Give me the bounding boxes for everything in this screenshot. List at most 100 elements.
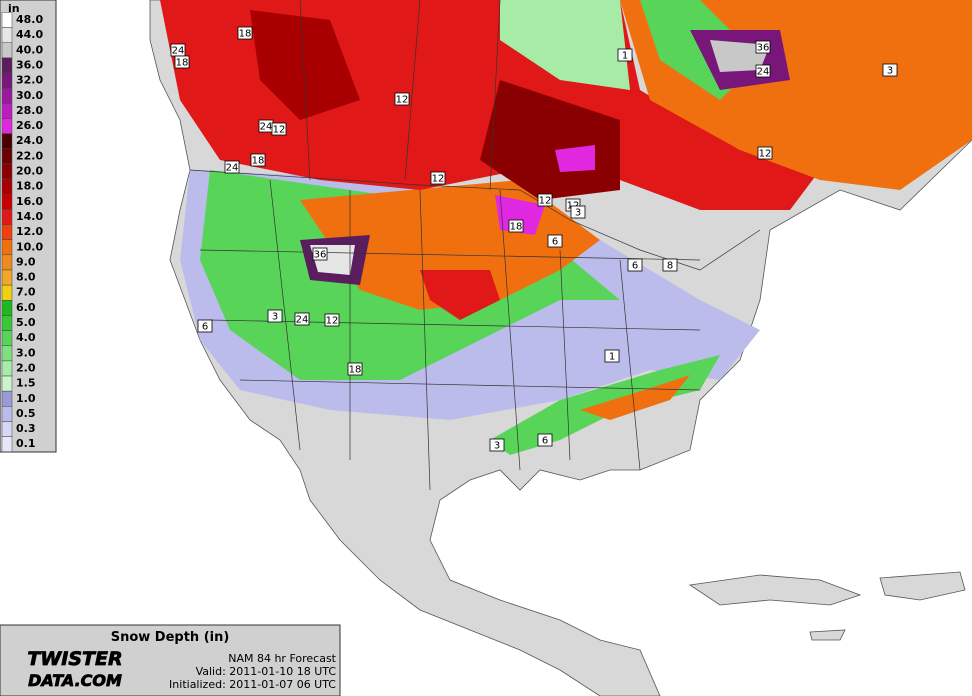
contour-label: 12 <box>326 316 339 327</box>
contour-label-box <box>394 92 410 106</box>
legend-label: 9.0 <box>16 255 36 268</box>
contour-label: 12 <box>396 95 409 106</box>
contour-label-box <box>174 55 190 69</box>
legend-label: 28.0 <box>16 104 43 117</box>
logo-bottom: DATA.COM <box>28 671 122 690</box>
legend-label: 3.0 <box>16 346 36 359</box>
contour-label-box <box>324 313 340 327</box>
legend-swatch <box>1 118 13 134</box>
contour-label: 24 <box>757 67 770 78</box>
contour-label: 3 <box>494 441 500 452</box>
legend-label: 1.5 <box>16 377 36 390</box>
legend-swatch <box>1 269 13 286</box>
legend-swatch <box>1 345 13 362</box>
contour-label-box <box>662 258 678 272</box>
contour-label-box <box>627 258 643 272</box>
legend-label: 44.0 <box>16 28 43 41</box>
contour-label-box <box>224 160 240 174</box>
legend-label: 26.0 <box>16 119 43 132</box>
contour-label: 3 <box>272 312 278 323</box>
legend-swatch <box>1 209 13 225</box>
contour-label: 8 <box>667 261 673 272</box>
contour-label-box <box>617 48 633 62</box>
legend-label: 36.0 <box>16 58 43 71</box>
contour-label: 36 <box>757 43 770 54</box>
legend-label: 16.0 <box>16 195 43 208</box>
legend-label: 0.3 <box>16 422 36 435</box>
legend-label: 40.0 <box>16 43 43 56</box>
contour-label-box <box>882 63 898 77</box>
contour-label-box <box>267 309 283 323</box>
contour-label-box <box>430 171 446 185</box>
legend-label: 48.0 <box>16 13 43 26</box>
contour-label: 1 <box>609 352 615 363</box>
contour-label: 18 <box>176 58 189 69</box>
contour-label-box <box>755 64 771 78</box>
contour-label-box <box>757 146 773 160</box>
logo-top: TWISTER <box>27 648 122 670</box>
contour-label: 1 <box>622 51 628 62</box>
contour-label-box <box>271 122 287 136</box>
contour-label: 3 <box>575 208 581 219</box>
legend-label: 1.0 <box>16 392 36 405</box>
legend-swatch <box>1 254 13 271</box>
contour-label-box <box>547 234 563 248</box>
contour-label: 24 <box>260 122 273 133</box>
contour-label: 6 <box>202 322 208 333</box>
contour-label: 18 <box>239 29 252 40</box>
contour-label-box <box>570 205 586 219</box>
legend-swatch <box>1 193 13 210</box>
legend-label: 8.0 <box>16 271 36 284</box>
contour-label: 6 <box>632 261 638 272</box>
valid-time: Valid: 2011-01-10 18 UTC <box>196 665 337 678</box>
contour-label: 12 <box>273 125 286 136</box>
contour-label-box <box>489 438 505 452</box>
legend-label: 20.0 <box>16 165 43 178</box>
legend-swatch <box>1 300 13 316</box>
contour-label: 24 <box>226 163 239 174</box>
contour-label-box <box>312 247 328 261</box>
contour-label-box <box>237 26 253 40</box>
legend-label: 6.0 <box>16 301 36 314</box>
legend-label: 30.0 <box>16 89 43 102</box>
contour-label: 18 <box>349 365 362 376</box>
legend-swatch <box>1 284 13 301</box>
legend-swatch <box>1 436 13 453</box>
contour-label-box <box>250 153 266 167</box>
legend-swatch <box>1 375 13 392</box>
legend-label: 32.0 <box>16 74 43 87</box>
legend-label: 2.0 <box>16 361 36 374</box>
legend-swatch <box>1 330 13 346</box>
legend-swatch <box>1 72 13 89</box>
legend-swatch <box>1 148 13 165</box>
info-box: Snow Depth (in) TWISTER DATA.COM NAM 84 … <box>0 624 341 696</box>
contour-label: 3 <box>887 66 893 77</box>
legend-swatch <box>1 421 13 437</box>
legend-swatch <box>1 57 13 74</box>
contour-label-box <box>347 362 363 376</box>
contour-label: 6 <box>552 237 558 248</box>
legend-label: 0.5 <box>16 407 36 420</box>
legend-label: 10.0 <box>16 240 43 253</box>
legend-label: 22.0 <box>16 149 43 162</box>
contour-label-box <box>604 349 620 363</box>
contour-label: 12 <box>432 174 445 185</box>
legend-swatch <box>1 390 13 407</box>
contour-label: 18 <box>510 222 523 233</box>
legend-swatch <box>1 27 13 43</box>
legend-label: 5.0 <box>16 316 36 329</box>
contour-label-box <box>537 433 553 447</box>
contour-label-box <box>508 219 524 233</box>
legend-label: 4.0 <box>16 331 36 344</box>
legend-label: 7.0 <box>16 286 36 299</box>
map-title: Snow Depth (in) <box>111 630 230 645</box>
legend-swatch <box>1 12 13 28</box>
contour-label-box <box>197 319 213 333</box>
legend-label: 18.0 <box>16 180 43 193</box>
legend-label: 24.0 <box>16 134 43 147</box>
contour-label-box <box>755 40 771 54</box>
legend-swatch <box>1 163 13 180</box>
legend-swatch <box>1 239 13 256</box>
